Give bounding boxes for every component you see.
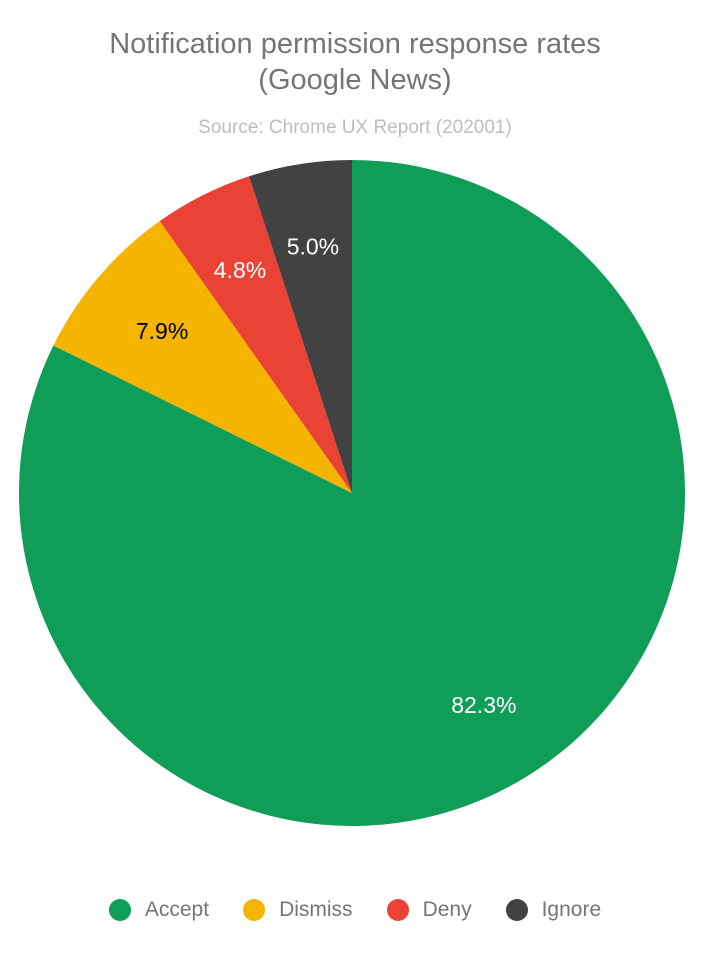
legend-swatch bbox=[243, 899, 266, 921]
legend-swatch bbox=[108, 899, 131, 921]
slice-label-accept: 82.3% bbox=[451, 692, 516, 718]
chart-title-line-1: Notification permission response rates bbox=[109, 28, 601, 60]
chart-title-line-2: (Google News) bbox=[258, 64, 452, 96]
legend-item-accept[interactable]: Accept bbox=[108, 898, 210, 922]
legend-item-deny[interactable]: Deny bbox=[386, 898, 472, 922]
legend-swatch bbox=[505, 899, 528, 921]
legend-swatch bbox=[386, 899, 409, 921]
legend-label: Ignore bbox=[541, 898, 602, 921]
chart-title: Notification permission response rates (… bbox=[0, 26, 710, 98]
pie-slice-ignore bbox=[249, 160, 352, 493]
pie-slice-dismiss bbox=[53, 221, 353, 493]
legend-label: Deny bbox=[422, 898, 472, 921]
chart-subtitle: Source: Chrome UX Report (202001) bbox=[198, 117, 512, 138]
slice-label-deny: 4.8% bbox=[214, 257, 266, 283]
pie-slice-deny bbox=[159, 176, 352, 493]
legend-label: Dismiss bbox=[279, 898, 353, 921]
legend-item-ignore[interactable]: Ignore bbox=[505, 898, 602, 922]
legend-label: Accept bbox=[144, 898, 210, 921]
slice-label-ignore: 5.0% bbox=[287, 233, 339, 259]
legend: Accept Dismiss Deny Ignore bbox=[0, 898, 710, 922]
slice-label-dismiss: 7.9% bbox=[136, 318, 188, 344]
legend-item-dismiss[interactable]: Dismiss bbox=[243, 898, 353, 922]
